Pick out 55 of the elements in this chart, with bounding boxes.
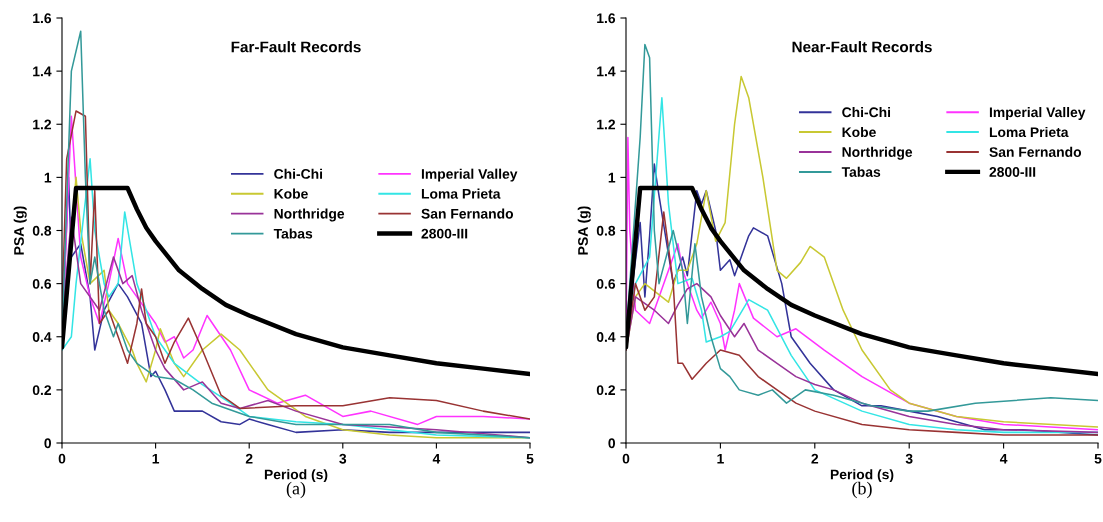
y-tick-label: 1 xyxy=(608,172,616,183)
x-tick-label: 1 xyxy=(152,453,160,464)
x-tick-label: 5 xyxy=(1094,453,1102,464)
x-axis-title: Period (s) xyxy=(264,469,328,483)
legend-label: Tabas xyxy=(841,166,881,177)
x-tick-label: 1 xyxy=(717,453,724,464)
y-tick-label: 1.4 xyxy=(33,66,52,77)
x-tick-label: 0 xyxy=(622,453,630,464)
x-tick-label: 2 xyxy=(245,453,253,464)
x-tick-label: 2 xyxy=(811,453,819,464)
legend-label: Imperial Valley xyxy=(989,107,1086,120)
line-series xyxy=(62,30,530,439)
line-series xyxy=(626,282,1098,434)
y-tick-label: 1.4 xyxy=(597,66,616,77)
legend-label: 2800-III xyxy=(421,228,468,239)
y-tick-label: 0 xyxy=(608,438,616,449)
y-tick-label: 0.6 xyxy=(596,278,616,289)
legend-label: Kobe xyxy=(274,188,308,199)
legend-label: Northridge xyxy=(842,146,913,160)
text: Far-Fault Records xyxy=(231,41,361,53)
x-tick-label: 4 xyxy=(432,453,441,464)
x-tick-label: 3 xyxy=(905,453,913,464)
y-tick-label: 0.4 xyxy=(32,332,52,342)
text: Near-Fault Records xyxy=(792,41,932,53)
y-tick-label: 0.2 xyxy=(596,385,616,396)
legend-label: San Fernando xyxy=(989,146,1082,157)
legend-label: Loma Prieta xyxy=(989,126,1069,138)
legend-label: Imperial Valley xyxy=(421,168,518,182)
y-tick-label: 1.6 xyxy=(597,13,616,24)
legend-label: Loma Prieta xyxy=(421,188,501,199)
y-axis-title: PSA (g) xyxy=(13,206,27,255)
legend-label: Chi-Chi xyxy=(842,107,891,118)
legend-label: Tabas xyxy=(273,228,313,239)
legend-label: San Fernando xyxy=(421,208,514,219)
y-tick-label: 0.2 xyxy=(32,385,52,396)
x-tick-label: 4 xyxy=(999,453,1008,464)
y-tick-label: 0.8 xyxy=(596,225,616,236)
y-axis-title: PSA (g) xyxy=(577,206,591,255)
y-tick-label: 0.6 xyxy=(32,278,52,289)
legend-label: 2800-III xyxy=(989,167,1036,177)
y-tick-label: 0 xyxy=(44,438,52,449)
y-tick-label: 1.6 xyxy=(33,13,52,24)
y-tick-label: 0.4 xyxy=(596,332,616,342)
text: (a) xyxy=(286,481,306,499)
y-tick-label: 1.2 xyxy=(33,119,52,130)
text: (b) xyxy=(852,481,872,499)
legend-label: Kobe xyxy=(842,126,876,138)
x-tick-label: 0 xyxy=(58,453,66,464)
x-tick-label: 5 xyxy=(526,453,534,464)
y-tick-label: 0.8 xyxy=(32,225,52,236)
y-tick-label: 1 xyxy=(44,172,52,183)
legend-label: Chi-Chi xyxy=(274,168,323,179)
y-tick-label: 1.2 xyxy=(597,119,616,130)
legend-label: Northridge xyxy=(274,208,345,222)
x-tick-label: 3 xyxy=(339,453,347,464)
